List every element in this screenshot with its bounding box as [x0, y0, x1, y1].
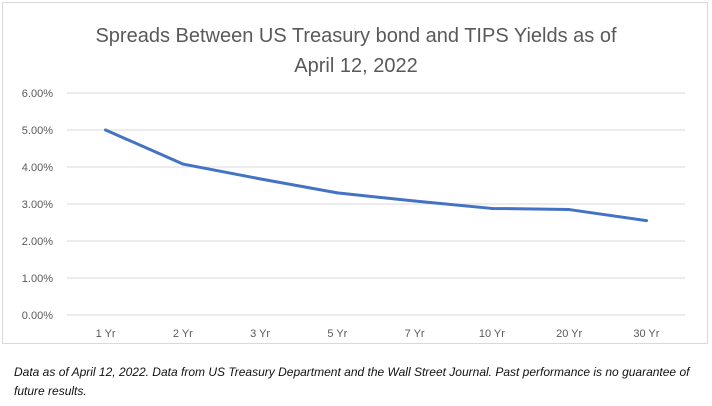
data-point [490, 206, 494, 210]
x-axis-ticks: 1 Yr 2 Yr 3 Yr 5 Yr 7 Yr 10 Yr 20 Yr 30 Yr [96, 328, 660, 340]
y-tick-label: 2.00% [22, 236, 53, 248]
data-point [567, 208, 571, 212]
x-tick-label: 7 Yr [405, 328, 425, 340]
footnote: Data as of April 12, 2022. Data from US … [14, 365, 690, 398]
x-tick-label: 2 Yr [173, 328, 193, 340]
y-tick-label: 0.00% [22, 310, 53, 322]
x-tick-label: 10 Yr [479, 328, 505, 340]
data-point [104, 128, 108, 132]
chart-title-line-1: Spreads Between US Treasury bond and TIP… [95, 25, 617, 47]
data-point [413, 199, 417, 203]
data-point [335, 191, 339, 195]
x-tick-label: 20 Yr [556, 328, 582, 340]
y-tick-label: 1.00% [22, 273, 53, 285]
data-point [644, 219, 648, 223]
chart-title-line-2: April 12, 2022 [294, 55, 418, 77]
data-point [258, 177, 262, 181]
y-axis-ticks: 0.00% 1.00% 2.00% 3.00% 4.00% 5.00% 6.00% [22, 88, 53, 322]
y-tick-label: 3.00% [22, 199, 53, 211]
gridlines [67, 92, 685, 316]
y-tick-label: 5.00% [22, 125, 53, 137]
chart-title: Spreads Between US Treasury bond and TIP… [3, 21, 709, 81]
x-tick-label: 1 Yr [96, 328, 116, 340]
y-tick-label: 6.00% [22, 88, 53, 100]
data-point [181, 162, 185, 166]
x-tick-label: 5 Yr [327, 328, 347, 340]
y-tick-label: 4.00% [22, 162, 53, 174]
chart-frame: Spreads Between US Treasury bond and TIP… [2, 2, 708, 344]
x-tick-label: 30 Yr [633, 328, 659, 340]
x-tick-label: 3 Yr [250, 328, 270, 340]
series-line [104, 128, 648, 223]
line-chart: 0.00% 1.00% 2.00% 3.00% 4.00% 5.00% 6.00% 1 Yr… [22, 88, 685, 340]
series-layer [104, 128, 648, 223]
